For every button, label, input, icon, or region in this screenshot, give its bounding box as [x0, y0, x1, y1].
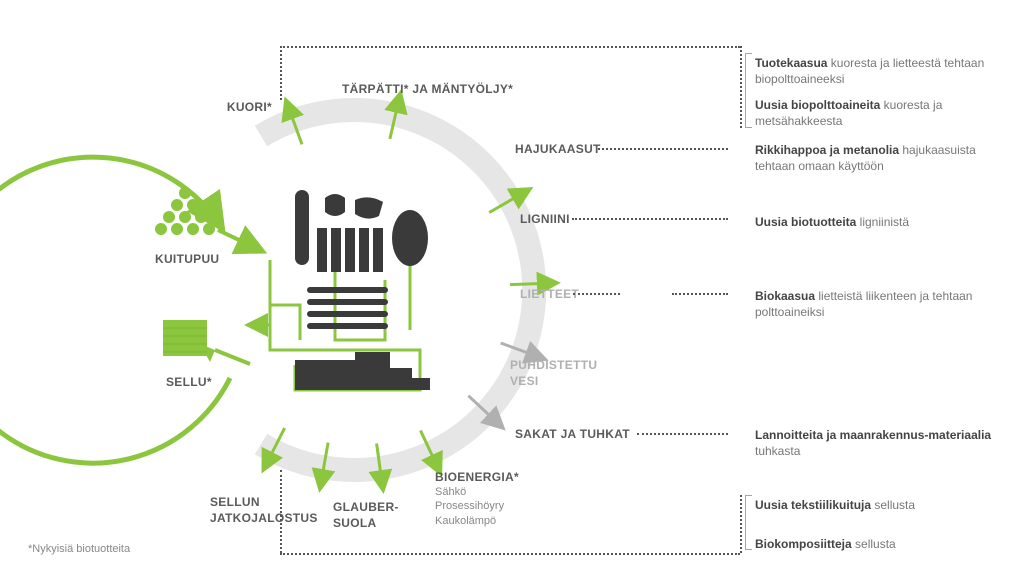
dotted-h-5 [637, 433, 728, 435]
label-sellu: SELLU* [166, 375, 212, 391]
label-sakat: SAKAT JA TUHKAT [515, 427, 630, 443]
label-bioenergia: BIOENERGIA* [435, 470, 519, 486]
kuitupuu-arrow [218, 230, 260, 250]
label-tarpatti: TÄRPÄTTI* JA MÄNTYÖLJY* [342, 82, 513, 98]
label-lietteet: LIETTEET [520, 287, 579, 303]
dotted-v-0 [280, 46, 282, 100]
outer-ring [261, 110, 534, 470]
dotted-v-1 [740, 46, 742, 128]
bracket-1 [745, 495, 752, 550]
spoke-ligniini [510, 283, 555, 285]
dotted-h-0 [280, 46, 740, 48]
label-puhdistettu: PUHDISTETTU VESI [510, 358, 597, 389]
bracket-0 [745, 53, 752, 128]
center-machinery [250, 190, 430, 390]
dotted-h-6 [280, 553, 740, 555]
right-item-6: Uusia tekstiilikuituja sellusta [755, 497, 1010, 513]
label-kuori: KUORI* [222, 100, 272, 116]
right-item-1: Uusia biopolttoaineita kuoresta ja metsä… [755, 97, 1010, 129]
kuitupuu-icon [155, 187, 215, 235]
right-item-5: Lannoitteita ja maanrakennus-materiaalia… [755, 427, 1010, 459]
right-item-2: Rikkihappoa ja metanolia hajukaasuista t… [755, 142, 1010, 174]
right-item-4: Biokaasua lietteistä liikenteen ja tehta… [755, 288, 1010, 320]
label-kuitupuu: KUITUPUU [155, 252, 219, 268]
sellu-icon [163, 320, 207, 356]
label-hajukaasut: HAJUKAASUT [515, 142, 601, 158]
right-item-3: Uusia biotuotteita ligniinistä [755, 214, 1010, 230]
label-sellun: SELLUN JATKOJALOSTUS [210, 495, 318, 526]
label-bioenergia-sub: Sähkö Prosessihöyry Kaukolämpö [435, 485, 504, 528]
label-glauber: GLAUBER- SUOLA [333, 500, 399, 531]
dotted-h-1 [598, 148, 728, 150]
dotted-h-2 [572, 218, 728, 220]
dotted-h-3 [573, 293, 620, 295]
right-item-0: Tuotekaasua kuoresta ja lietteestä tehta… [755, 55, 1010, 87]
label-ligniini: LIGNIINI [520, 212, 570, 228]
dotted-h-4 [672, 293, 728, 295]
footnote: *Nykyisiä biotuotteita [28, 543, 130, 555]
dotted-v-3 [740, 495, 742, 553]
right-item-7: Biokomposiitteja sellusta [755, 536, 1010, 552]
dotted-v-2 [280, 470, 282, 553]
